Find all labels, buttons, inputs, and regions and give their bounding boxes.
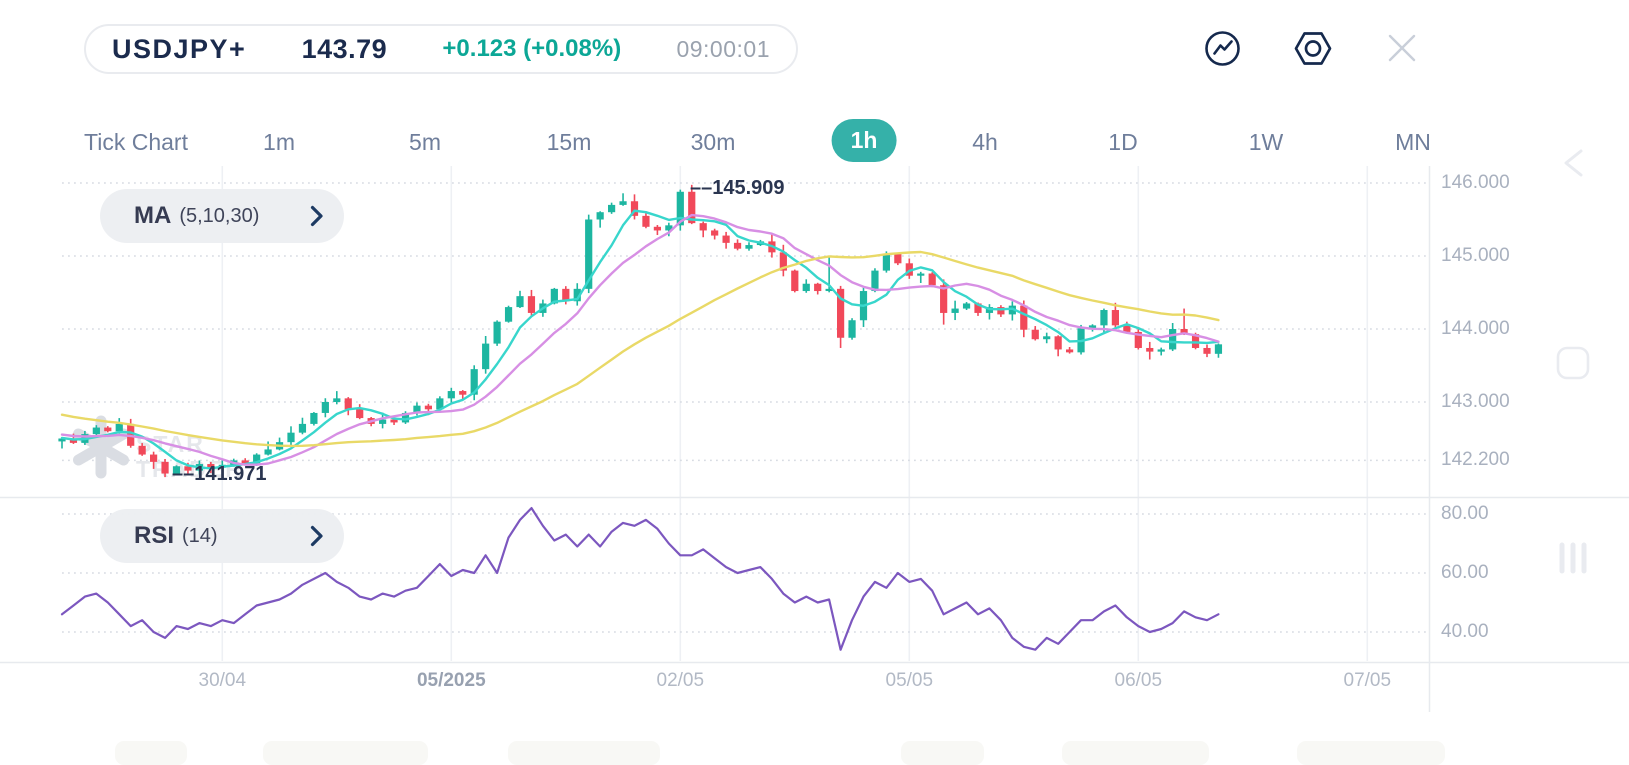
time-axis-label: 30/04 [198,670,247,691]
price-change: +0.123 (+0.08%) [442,35,622,62]
time-axis-label: 02/05 [656,670,705,691]
time-axis-label: 06/05 [1114,670,1163,691]
chevron-left-icon [1564,149,1583,177]
close-button[interactable] [1388,34,1416,65]
bottom-sheet-ghost [1062,741,1209,765]
bottom-sheet-ghost [263,741,428,765]
rounded-square-icon [1556,346,1590,380]
price-axis-label: 146.000 [1441,172,1510,193]
symbol-info-bar[interactable]: USDJPY+ 143.79 +0.123 (+0.08%) 09:00:01 [84,24,798,74]
rsi-axis-label: 80.00 [1441,503,1489,524]
maximize-button[interactable] [1556,346,1590,383]
tab-1m[interactable]: 1m [263,129,295,155]
tab-tick-chart[interactable]: Tick Chart [84,129,188,155]
time-axis-label: 05/2025 [416,670,486,691]
rsi-label: RSI [134,522,175,549]
tab-1h[interactable]: 1h [831,119,897,162]
last-price: 143.79 [301,33,388,64]
settings-nut-icon [1294,32,1332,65]
rsi-axis-label: 40.00 [1441,621,1489,642]
tab-15m[interactable]: 15m [546,129,592,155]
price-axis-label: 144.000 [1441,318,1510,339]
time-axis-label: 07/05 [1343,670,1392,691]
tab-1d[interactable]: 1D [1108,129,1138,155]
ma-indicator-button[interactable]: MA (5,10,30) [100,189,344,243]
price-axis-label: 143.000 [1441,391,1510,412]
trend-button[interactable] [1204,30,1241,70]
collapse-panel-button[interactable] [1560,147,1586,182]
close-icon [1388,34,1416,62]
bottom-sheet-ghost [508,741,660,765]
symbol-name: USDJPY+ [112,33,247,64]
server-time: 09:00:01 [676,35,770,62]
settings-button[interactable] [1294,30,1332,70]
bottom-sheet-ghost [115,741,187,765]
panels-button[interactable] [1556,541,1590,578]
rsi-axis-label: 60.00 [1441,562,1489,583]
rsi-indicator-button[interactable]: RSI (14) [100,509,344,563]
low-price-label: ––141.971 [172,463,267,485]
rsi-params: (14) [182,524,218,547]
tab-1w[interactable]: 1W [1248,129,1284,155]
time-axis-label: 05/05 [885,670,934,691]
ma-label: MA [134,202,172,229]
high-price-label: ––145.909 [690,177,785,199]
tab-5m[interactable]: 5m [409,129,441,155]
tab-4h[interactable]: 4h [972,129,998,155]
chevron-right-icon [310,525,323,547]
bottom-sheet-ghost [901,741,984,765]
price-axis-label: 142.200 [1441,449,1510,471]
price-axis-label: 145.000 [1441,245,1510,266]
chevron-right-icon [310,205,323,227]
ma-params: (5,10,30) [179,204,260,227]
tab-30m[interactable]: 30m [690,129,736,155]
columns-icon [1559,542,1587,574]
trend-line-icon [1205,31,1240,66]
bottom-sheet-ghost [1297,741,1445,765]
tab-mn[interactable]: MN [1395,129,1431,155]
